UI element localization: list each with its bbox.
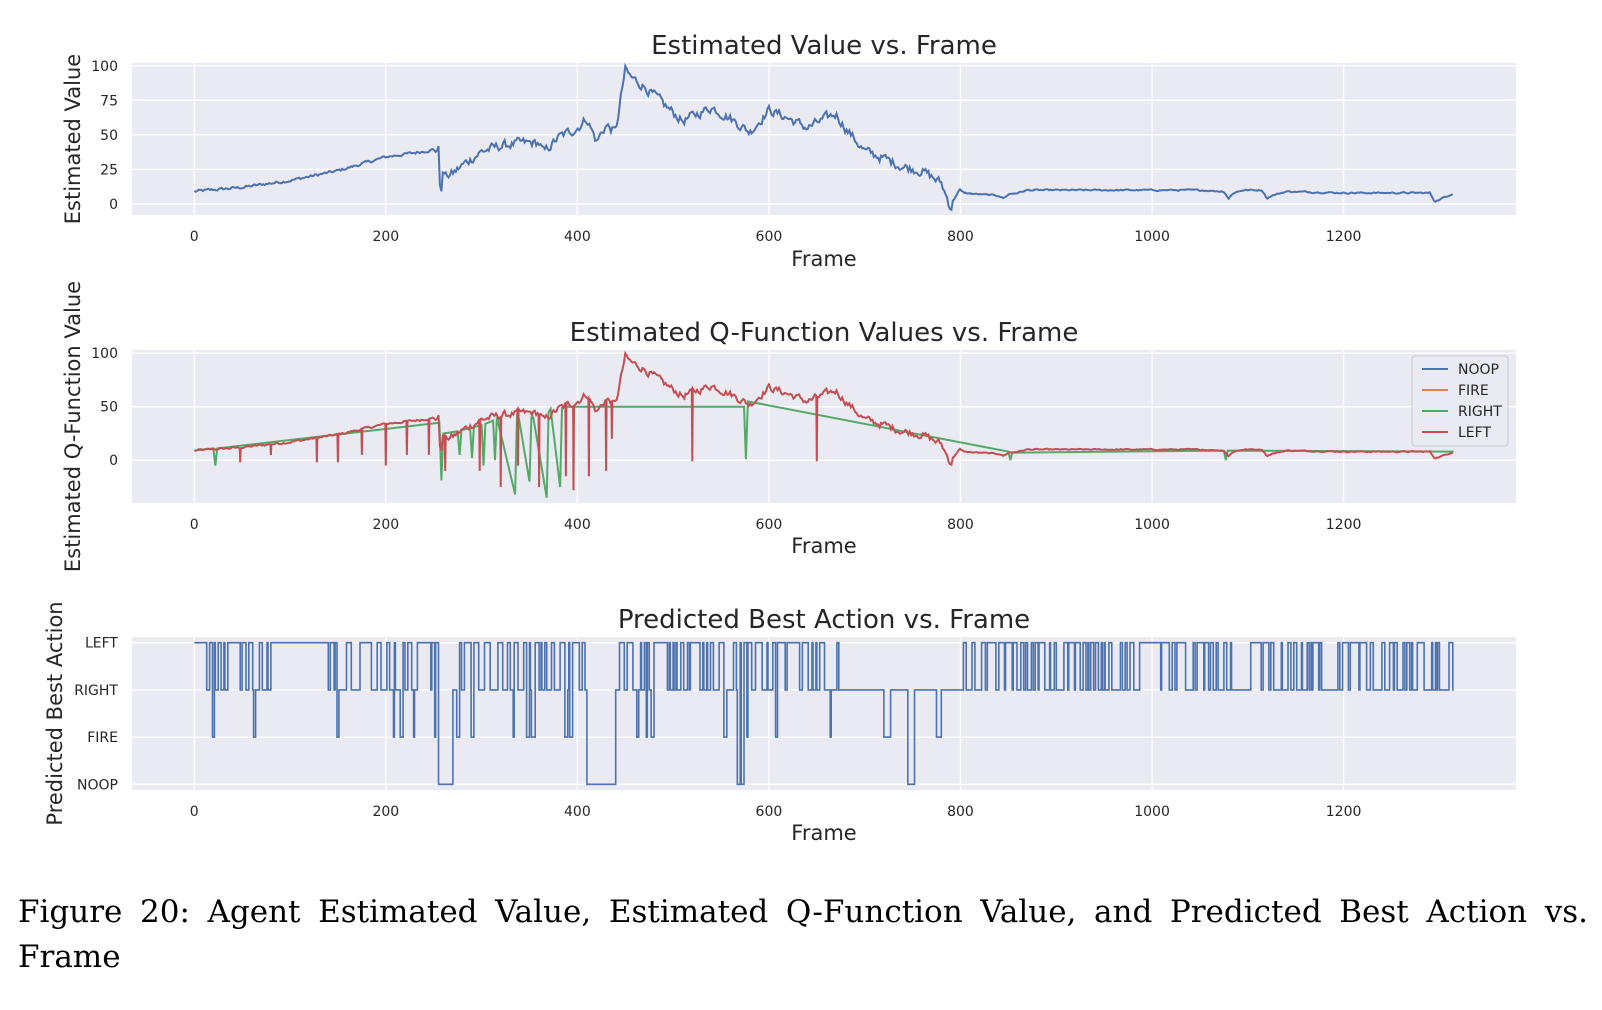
panel-q-function: 0 200 400 600 800 1000 1200 0 50 100 NOOP FIRE RIGH… [61,281,1516,572]
x-tick-label: 1000 [1134,517,1170,533]
x-tick-label: 800 [947,804,974,820]
y-axis-label: Predicted Best Action [43,601,67,825]
y-tick-label: NOOP [77,777,118,793]
y-axis-label: Estimated Value [61,54,85,224]
y-tick-label: LEFT [85,636,118,652]
legend-label-right: RIGHT [1458,404,1502,420]
series-lines [193,62,1454,212]
tick-labels: 0 200 400 600 800 1000 1200 0 25 50 75 100 [91,59,1361,245]
legend-label-left: LEFT [1458,425,1491,441]
x-tick-label: 400 [564,229,591,245]
series-line-best-action [194,641,1454,786]
series-line-estimated-value [193,62,1454,212]
y-axis-label: Estimated Q-Function Value [61,281,85,572]
x-tick-label: 200 [372,229,399,245]
x-tick-label: 1200 [1326,229,1362,245]
series-line-left [194,350,1454,491]
y-tick-label: 50 [100,128,118,144]
x-tick-label: 1200 [1326,804,1362,820]
x-tick-label: 200 [372,517,399,533]
x-tick-label: 400 [564,517,591,533]
y-tick-label: 100 [91,346,118,362]
y-tick-label: 0 [109,197,118,213]
x-tick-label: 400 [564,804,591,820]
chart-title: Estimated Value vs. Frame [651,31,997,61]
grid [132,350,1516,503]
series-lines [194,350,1454,498]
x-tick-label: 800 [947,517,974,533]
x-axis-label: Frame [791,247,856,271]
legend-label-fire: FIRE [1458,383,1489,399]
legend-label-noop: NOOP [1458,362,1499,378]
x-tick-label: 1200 [1326,517,1362,533]
y-tick-label: RIGHT [74,683,118,699]
figure-caption: Figure 20: Agent Estimated Value, Estima… [18,894,1588,975]
y-tick-label: FIRE [87,730,118,746]
legend-box [1411,355,1509,447]
x-tick-label: 600 [756,517,783,533]
y-tick-label: 25 [100,162,118,178]
panel-best-action: 0 200 400 600 800 1000 1200 NOOP FIRE RIGHT LEFT P… [43,601,1516,845]
panel-estimated-value: 0 200 400 600 800 1000 1200 0 25 50 75 100 Estimate… [61,31,1516,271]
y-tick-label: 0 [109,453,118,469]
y-tick-label: 50 [100,400,118,416]
grid [132,63,1516,215]
x-tick-label: 600 [756,229,783,245]
x-tick-label: 800 [947,229,974,245]
tick-labels: 0 200 400 600 800 1000 1200 NOOP FIRE RIGHT LEFT [74,636,1361,820]
x-tick-label: 0 [190,517,199,533]
x-tick-label: 1000 [1134,229,1170,245]
y-tick-label: 100 [91,59,118,75]
tick-labels: 0 200 400 600 800 1000 1200 0 50 100 [91,346,1361,533]
axes-background [132,350,1516,503]
legend: NOOP FIRE RIGHT LEFT [1411,355,1509,447]
x-axis-label: Frame [791,534,856,558]
x-tick-label: 1000 [1134,804,1170,820]
series-lines [194,641,1454,786]
chart-title: Predicted Best Action vs. Frame [618,605,1030,635]
axes-background [132,63,1516,215]
x-tick-label: 0 [190,804,199,820]
y-tick-label: 75 [100,93,118,109]
x-tick-label: 600 [756,804,783,820]
chart-title: Estimated Q-Function Values vs. Frame [570,318,1079,348]
x-tick-label: 200 [372,804,399,820]
x-tick-label: 0 [190,229,199,245]
x-axis-label: Frame [791,821,856,845]
